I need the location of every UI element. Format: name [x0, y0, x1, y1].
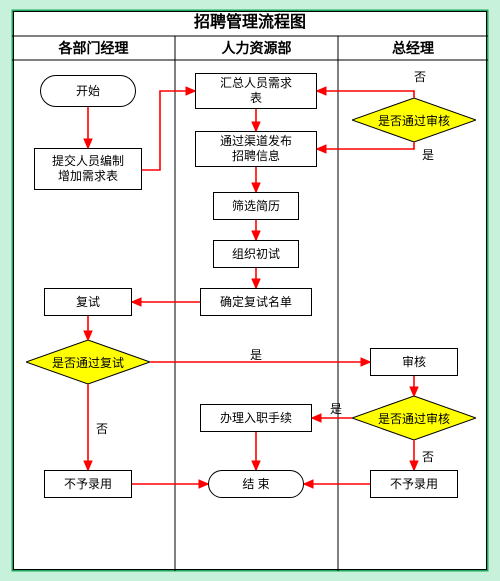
node-label: 复试: [76, 295, 100, 310]
node-label: 汇总人员需求表: [220, 76, 292, 106]
diagram-title: 招聘管理流程图: [12, 10, 488, 36]
node-first-interview: 组织初试: [213, 240, 299, 268]
edge-label-no: 否: [414, 68, 426, 85]
node-publish-job-info: 通过渠道发布招聘信息: [195, 131, 317, 167]
node-reject-2: 不予录用: [370, 470, 458, 498]
node-label: 审核: [402, 355, 426, 370]
decision-approve-2: 是否通过审核: [352, 396, 476, 440]
node-label: 办理入职手续: [220, 411, 292, 426]
node-label: 不予录用: [390, 477, 438, 492]
node-end: 结 束: [208, 470, 304, 498]
node-start: 开始: [40, 75, 136, 107]
decision-label: 是否通过审核: [378, 410, 450, 427]
decision-label: 是否通过复试: [52, 354, 124, 371]
edge-label-no: 否: [96, 420, 108, 437]
edge-label-no: 否: [422, 448, 434, 465]
edge-label-yes: 是: [250, 346, 262, 363]
node-label: 组织初试: [232, 247, 280, 262]
column-header-hr: 人力资源部: [175, 36, 338, 60]
node-submit-request: 提交人员编制增加需求表: [34, 148, 142, 190]
node-finalist-list: 确定复试名单: [200, 288, 312, 316]
node-label: 通过渠道发布招聘信息: [220, 134, 292, 164]
edge-label-yes: 是: [422, 146, 434, 163]
node-onboard: 办理入职手续: [200, 404, 312, 432]
node-label: 确定复试名单: [220, 295, 292, 310]
node-audit: 审核: [370, 348, 458, 376]
node-label: 结 束: [242, 477, 269, 492]
decision-label: 是否通过审核: [378, 112, 450, 129]
decision-pass-second-interview: 是否通过复试: [26, 340, 150, 384]
node-reject-1: 不予录用: [44, 470, 132, 498]
node-label: 开始: [76, 84, 100, 99]
node-collect-request: 汇总人员需求表: [195, 73, 317, 109]
decision-approve-1: 是否通过审核: [352, 98, 476, 142]
node-label: 提交人员编制增加需求表: [52, 154, 124, 184]
node-label: 筛选简历: [232, 199, 280, 214]
node-screen-resumes: 筛选简历: [213, 192, 299, 220]
flowchart-canvas: 招聘管理流程图 各部门经理 人力资源部 总经理 开始 提交人员编制增加需求表 汇…: [0, 0, 500, 581]
node-label: 不予录用: [64, 477, 112, 492]
column-header-dept-manager: 各部门经理: [12, 36, 175, 60]
edge-label-yes: 是: [330, 400, 342, 417]
node-second-interview: 复试: [44, 288, 132, 316]
column-header-gm: 总经理: [338, 36, 488, 60]
